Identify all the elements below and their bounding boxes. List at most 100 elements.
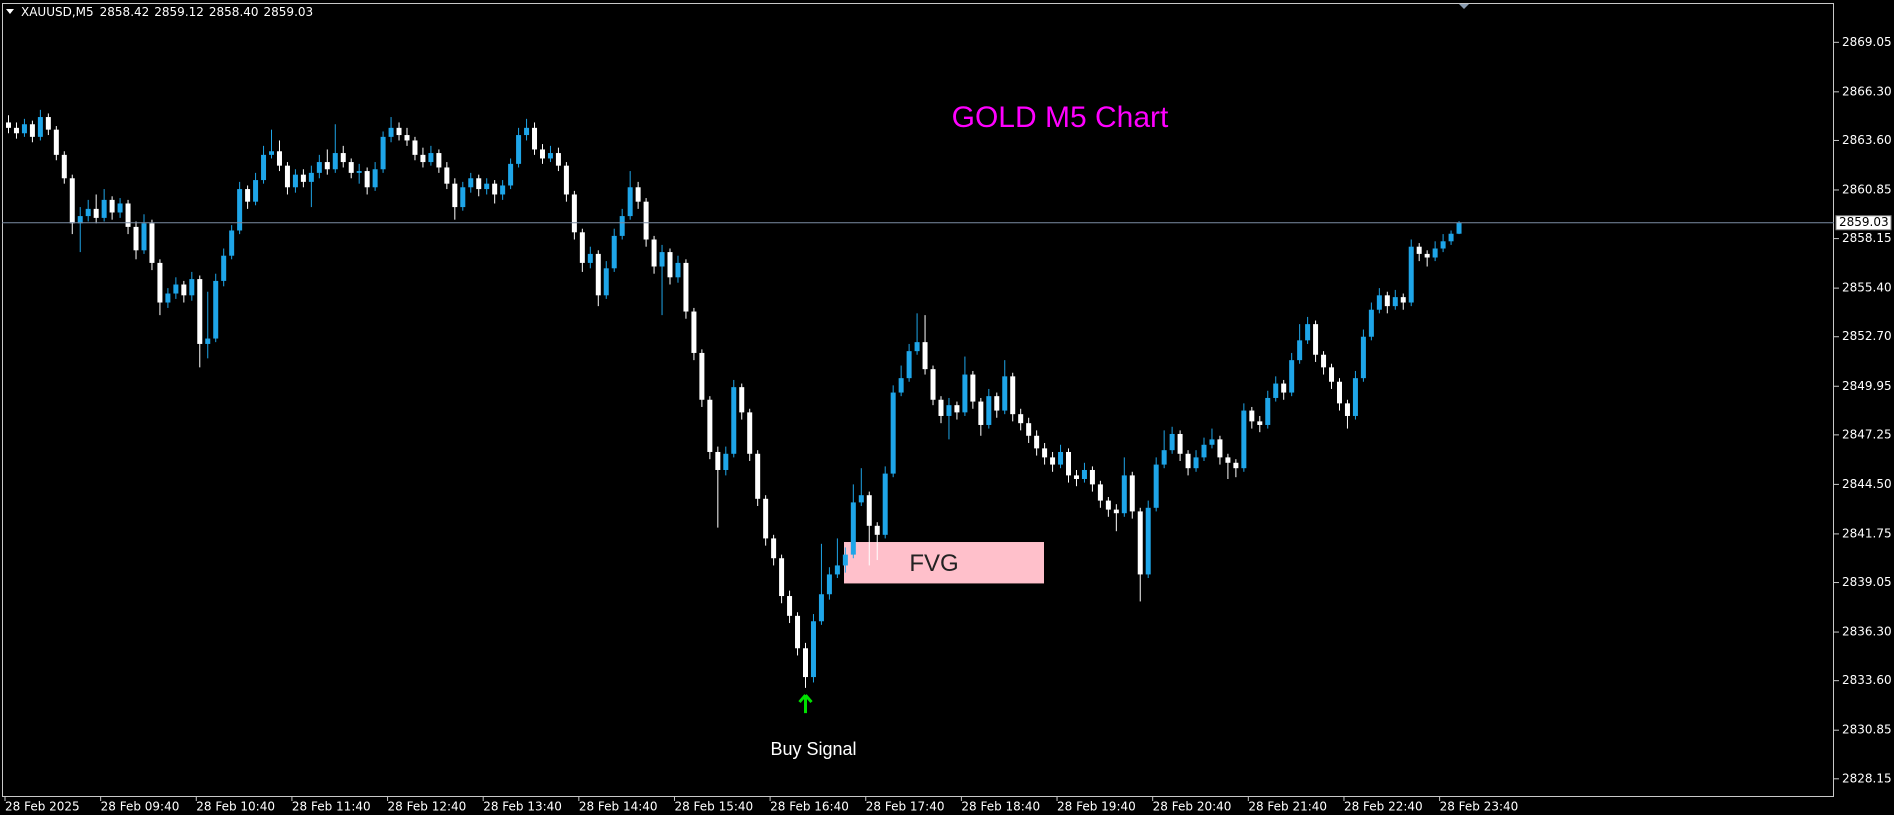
candle-body: [1392, 297, 1398, 307]
candle-body: [563, 165, 569, 195]
candle-body: [898, 378, 904, 393]
candle-body: [524, 127, 530, 136]
candle-body: [938, 399, 944, 416]
candle-body: [388, 127, 394, 137]
candle-body: [611, 235, 617, 269]
candle-body: [1376, 295, 1382, 310]
candle-body: [1297, 340, 1303, 361]
candle-body: [1058, 451, 1064, 465]
candle-body: [356, 171, 362, 173]
candle-body: [874, 525, 880, 535]
y-tick-label: 2844.50: [1842, 477, 1892, 491]
candle-body: [1209, 439, 1215, 445]
candle-body: [197, 279, 203, 344]
candle-body: [300, 174, 306, 182]
candle-body: [946, 405, 952, 416]
candle-body: [715, 451, 721, 470]
candle-body: [1137, 511, 1143, 575]
candle-body: [1424, 253, 1430, 258]
candle-body: [1018, 414, 1024, 424]
candle-body: [45, 117, 51, 130]
candle-body: [21, 124, 27, 134]
close-value: 2859.03: [264, 5, 314, 19]
candle-body: [1002, 376, 1008, 411]
candle-body: [532, 127, 538, 150]
candle-body: [779, 558, 785, 597]
y-tick-label: 2869.05: [1842, 35, 1892, 49]
candle-body: [476, 178, 482, 190]
candle-body: [763, 498, 769, 539]
menu-triangle[interactable]: [6, 9, 14, 14]
candle-body: [125, 203, 131, 227]
candle-body: [547, 153, 553, 159]
candle-body: [141, 223, 147, 251]
candle-body: [109, 199, 115, 213]
candle-body: [173, 284, 179, 294]
candle-body: [276, 151, 282, 166]
candle-body: [1145, 507, 1151, 575]
candle-body: [659, 252, 665, 267]
candle-body: [1456, 222, 1462, 234]
candle-body: [1042, 448, 1048, 458]
candle-body: [1113, 509, 1119, 514]
candle-body: [699, 352, 705, 400]
fvg-label: FVG: [909, 550, 958, 577]
x-tick-label: 28 Feb 10:40: [196, 800, 275, 814]
x-tick-label: 28 Feb 20:40: [1153, 800, 1232, 814]
candle-body: [396, 127, 402, 136]
candle-body: [1321, 354, 1327, 368]
candle-body: [245, 189, 251, 202]
y-tick-label: 2866.30: [1842, 84, 1892, 98]
symbol: XAUUSD,M5: [21, 5, 94, 19]
candle-body: [651, 239, 657, 267]
candle-body: [348, 162, 354, 173]
candle-body: [810, 621, 816, 678]
candle-body: [930, 369, 936, 400]
candle-body: [1265, 397, 1271, 425]
y-tick-label: 2839.05: [1842, 575, 1892, 589]
candle-body: [1185, 453, 1191, 469]
x-tick-label: 28 Feb 15:40: [674, 800, 753, 814]
candle-body: [189, 279, 195, 296]
candle-body: [1336, 381, 1342, 404]
candle-body: [1026, 423, 1032, 436]
y-tick-label: 2833.60: [1842, 673, 1892, 687]
candle-body: [1066, 451, 1072, 476]
y-tick-label: 2852.70: [1842, 329, 1892, 343]
candle-body: [603, 268, 609, 296]
candle-body: [149, 223, 155, 263]
x-tick-label: 28 Feb 21:40: [1248, 800, 1327, 814]
x-tick-label: 28 Feb 18:40: [961, 800, 1040, 814]
candle-body: [85, 208, 91, 217]
candle-body: [858, 495, 864, 503]
candle-body: [1050, 457, 1056, 465]
candle-body: [635, 187, 641, 202]
buy-arrow: [798, 694, 813, 714]
candle-body: [1034, 435, 1040, 449]
candle-body: [229, 230, 235, 256]
candle-body: [324, 162, 330, 170]
candle-body: [1169, 433, 1175, 451]
candle-body: [1089, 469, 1095, 485]
candle-body: [866, 495, 872, 526]
candle-body: [77, 216, 83, 224]
candle-body: [316, 162, 322, 173]
y-tick-label: 2828.15: [1842, 771, 1892, 785]
candle-body: [1440, 241, 1446, 249]
candle-body: [13, 127, 19, 134]
candle-body: [795, 615, 801, 649]
candle-body: [850, 502, 856, 555]
candle-body: [1313, 324, 1319, 355]
y-tick-label: 2849.95: [1842, 379, 1892, 393]
candle-body: [1400, 297, 1406, 303]
candle-body: [221, 255, 227, 281]
candle-body: [667, 252, 673, 278]
candle-body: [723, 453, 729, 470]
candle-body: [261, 154, 267, 181]
y-tick-label: 2855.40: [1842, 281, 1892, 295]
candle-body: [253, 180, 259, 202]
candle-body: [1289, 360, 1295, 393]
candle-body: [452, 183, 458, 208]
